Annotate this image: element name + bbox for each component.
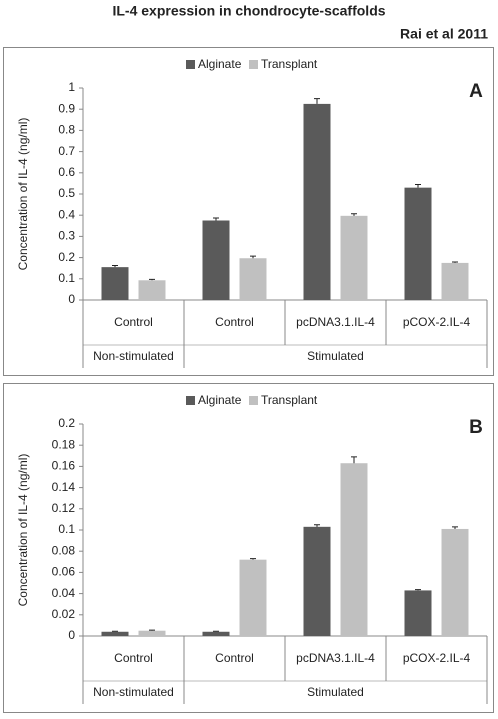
panel-label: A [469,81,483,102]
x-tick-label: pCOX-2.IL-4 [403,651,471,665]
y-tick-label: 0.02 [52,607,76,621]
panel-label: B [469,417,483,438]
y-tick-label: 0.4 [58,207,75,221]
x-tick-label: pCOX-2.IL-4 [403,315,471,329]
error-bar [415,589,421,591]
bar [239,258,267,300]
y-tick-label: 1 [68,80,75,94]
y-tick-label: 0.8 [58,123,75,137]
error-bar [250,558,256,560]
legend-label: Alginate [198,57,242,71]
bar [239,559,267,636]
bar [138,280,166,300]
y-tick-label: 0.2 [58,416,75,430]
bar [202,220,230,300]
x-tick-label: Control [215,315,254,329]
x-tick-label: pcDNA3.1.IL-4 [296,651,375,665]
y-axis-label: Concentration of IL-4 (ng/ml) [16,454,30,607]
x-tick-label: Control [114,651,153,665]
error-bar [351,213,357,216]
x-tick-label: Control [114,315,153,329]
bar [202,631,230,636]
error-bar [452,261,458,263]
error-bar [112,264,118,268]
legend-label: Transplant [261,393,318,407]
error-bar [250,255,256,259]
y-tick-label: 0.18 [52,437,76,451]
bar [101,267,129,300]
y-tick-label: 0.7 [58,144,75,158]
y-tick-label: 0.04 [52,586,76,600]
error-bar [213,217,219,221]
legend-swatch [249,396,258,405]
bar [303,526,331,636]
error-bar [149,278,155,281]
panel-frame [3,383,494,713]
y-tick-label: 0.6 [58,165,75,179]
error-bar [112,630,118,632]
group-label: Non-stimulated [93,685,174,699]
legend-swatch [249,60,258,69]
y-tick-label: 0.14 [52,480,76,494]
legend-label: Transplant [261,57,318,71]
legend-swatch [186,396,195,405]
x-tick-label: Control [215,651,254,665]
error-bar [213,630,219,632]
figure-title: IL-4 expression in chondrocyte-scaffolds [112,3,385,19]
bar [404,187,432,300]
y-tick-label: 0.3 [58,229,75,243]
y-tick-label: 0.9 [58,101,75,115]
y-tick-label: 0.5 [58,186,75,200]
error-bar [415,183,421,188]
bar [404,590,432,636]
error-bar [314,98,320,104]
bar [101,631,129,636]
bar [441,528,469,636]
y-tick-label: 0.08 [52,543,76,557]
y-tick-label: 0.12 [52,501,76,515]
panel-frame [3,47,494,376]
figure-subtitle: Rai et al 2011 [400,26,488,42]
bar [441,262,469,300]
x-tick-label: pcDNA3.1.IL-4 [296,315,375,329]
y-tick-label: 0.2 [58,250,75,264]
y-tick-label: 0.16 [52,459,76,473]
y-tick-label: 0.1 [58,522,75,536]
error-bar [452,526,458,529]
bar [138,630,166,636]
error-bar [351,456,357,464]
y-tick-label: 0 [68,292,75,306]
legend-label: Alginate [198,393,242,407]
error-bar [314,524,320,527]
bar [303,103,331,301]
bar [340,215,368,300]
y-tick-label: 0.1 [58,271,75,285]
y-tick-label: 0 [68,628,75,642]
y-tick-label: 0.06 [52,565,76,579]
legend-swatch [186,60,195,69]
group-label: Stimulated [307,685,364,699]
bar [340,463,368,636]
group-label: Non-stimulated [93,349,174,363]
group-label: Stimulated [307,349,364,363]
error-bar [149,629,155,631]
y-axis-label: Concentration of IL-4 (ng/ml) [16,118,30,271]
